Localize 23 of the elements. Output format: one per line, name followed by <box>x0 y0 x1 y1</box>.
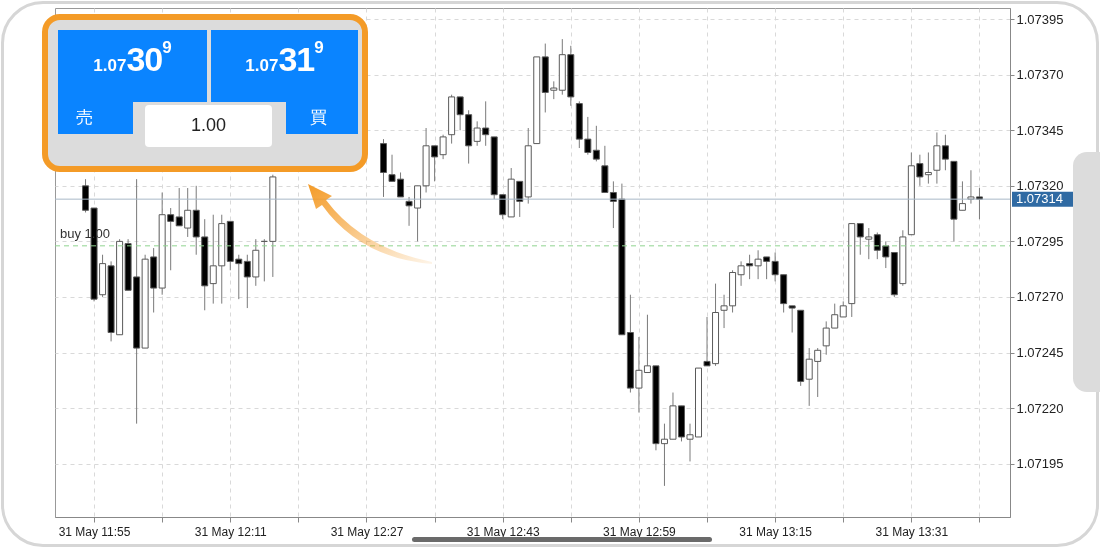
x-tick-label: 31 May 13:31 <box>875 524 949 539</box>
y-tick-label: 1.07395 <box>1016 11 1064 27</box>
y-tick-label: 1.07320 <box>1016 178 1064 194</box>
y-tick-label: 1.07220 <box>1016 400 1064 416</box>
x-tick-label: 31 May 12:43 <box>466 524 540 539</box>
y-tick-label: 1.07370 <box>1016 67 1064 83</box>
annotation: 買 <box>310 107 328 129</box>
annotation: 1.0730$^{9}$ <box>93 38 172 78</box>
annotation: 1.0731$^{9}$ <box>245 38 324 78</box>
annotation: 売 <box>76 107 94 129</box>
x-tick-label: 31 May 12:27 <box>330 524 404 539</box>
x-tick-label: 31 May 12:11 <box>194 524 268 539</box>
y-tick-label: 1.07270 <box>1016 289 1064 305</box>
candlestick <box>592 125 600 162</box>
y-tick-label: 1.07295 <box>1016 233 1064 249</box>
candlestick <box>788 305 796 334</box>
x-tick-label: 31 May 11:55 <box>58 524 131 539</box>
annotation: 1.00 <box>189 115 227 136</box>
y-tick-label: 1.07195 <box>1016 456 1064 472</box>
y-tick-label: 1.07245 <box>1016 345 1064 361</box>
ref-line-label: 1.07314 <box>1016 191 1063 207</box>
x-tick-label: 31 May 13:15 <box>739 524 813 539</box>
y-tick-label: 1.07345 <box>1016 122 1064 138</box>
